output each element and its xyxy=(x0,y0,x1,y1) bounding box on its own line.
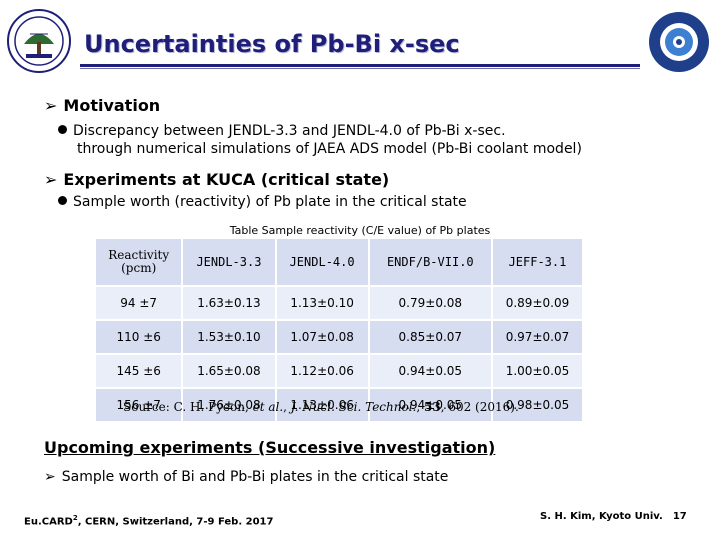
header-jendl33: JENDL-3.3 xyxy=(183,239,277,287)
bullet-dot-icon xyxy=(58,125,67,134)
footer-conf-rest: , CERN, Switzerland, 7-9 Feb. 2017 xyxy=(77,516,274,528)
table-caption: Table Sample reactivity (C/E value) of P… xyxy=(229,224,491,237)
source-prefix: Source: C. H. Pyeon, xyxy=(123,400,253,414)
footer-conf-name: Eu.CARD xyxy=(24,516,73,528)
upcoming-heading: Upcoming experiments (Successive investi… xyxy=(44,438,496,457)
table-cell: 1.13±0.10 xyxy=(276,287,370,321)
table-cell: 94 ±7 xyxy=(96,287,184,321)
experiments-bullet-text: Sample worth (reactivity) of Pb plate in… xyxy=(73,194,467,210)
table-row: 94 ±7 1.63±0.13 1.13±0.10 0.79±0.08 0.89… xyxy=(96,287,584,321)
motivation-bullet-line1: Discrepancy between JENDL-3.3 and JENDL-… xyxy=(73,123,506,139)
title-rule-thin xyxy=(80,68,640,69)
header-jendl40: JENDL-4.0 xyxy=(276,239,370,287)
slide-title: Uncertainties of Pb-Bi x-sec xyxy=(84,30,460,58)
table-cell: 156 ±7 xyxy=(96,389,184,423)
source-citation: Source: C. H. Pyeon, et al., J. Nucl. Sc… xyxy=(123,400,519,414)
motivation-heading: ➢ Motivation xyxy=(44,96,160,115)
upcoming-item-text: Sample worth of Bi and Pb-Bi plates in t… xyxy=(61,469,449,485)
table-cell: 1.07±0.08 xyxy=(276,321,370,355)
table-cell: 0.94±0.05 xyxy=(369,355,493,389)
source-sep: , xyxy=(283,400,291,414)
arrow-bullet-icon: ➢ xyxy=(44,170,58,189)
motivation-bullet-line2: through numerical simulations of JAEA AD… xyxy=(77,141,582,157)
upcoming-item: ➢ Sample worth of Bi and Pb-Bi plates in … xyxy=(44,469,448,485)
arrow-bullet-icon: ➢ xyxy=(44,469,56,485)
source-suffix: , 602 (2016). xyxy=(440,400,519,414)
table-row: 145 ±6 1.65±0.08 1.12±0.06 0.94±0.05 1.0… xyxy=(96,355,584,389)
footer-author-text: S. H. Kim, Kyoto Univ. xyxy=(540,511,663,522)
source-journal: J. Nucl. Sci. Technol. xyxy=(290,400,417,414)
table-cell: 0.97±0.07 xyxy=(492,321,584,355)
bullet-dot-icon xyxy=(58,196,67,205)
table-cell: 110 ±6 xyxy=(96,321,184,355)
table-row: 156 ±7 1.76±0.08 1.13±0.06 0.94±0.05 0.9… xyxy=(96,389,584,423)
experiments-bullet: Sample worth (reactivity) of Pb plate in… xyxy=(58,194,467,210)
header-reactivity-line1: Reactivity xyxy=(108,248,170,262)
experiments-heading-text: Experiments at KUCA (critical state) xyxy=(63,170,390,189)
sample-reactivity-table: Reactivity (pcm) JENDL-3.3 JENDL-4.0 END… xyxy=(96,239,584,423)
source-sep: , xyxy=(416,400,424,414)
table-cell: 1.00±0.05 xyxy=(492,355,584,389)
source-volume: 53 xyxy=(424,400,441,414)
experiments-heading: ➢ Experiments at KUCA (critical state) xyxy=(44,170,389,189)
table-cell: 0.85±0.07 xyxy=(369,321,493,355)
header-endfb: ENDF/B-VII.0 xyxy=(369,239,493,287)
footer-conference: Eu.CARD2, CERN, Switzerland, 7-9 Feb. 20… xyxy=(24,514,273,527)
table-cell: 1.65±0.08 xyxy=(183,355,277,389)
table-cell: 1.63±0.13 xyxy=(183,287,277,321)
table-cell: 0.89±0.09 xyxy=(492,287,584,321)
table-row: 110 ±6 1.53±0.10 1.07±0.08 0.85±0.07 0.9… xyxy=(96,321,584,355)
table-cell: 1.53±0.10 xyxy=(183,321,277,355)
footer-conf-sup: 2 xyxy=(72,514,78,522)
table-cell: 0.79±0.08 xyxy=(369,287,493,321)
page-number: 17 xyxy=(672,511,687,522)
table-cell: 1.12±0.06 xyxy=(276,355,370,389)
source-etal: et al. xyxy=(252,400,284,414)
university-crest-icon xyxy=(6,8,72,74)
header-jeff: JEFF-3.1 xyxy=(492,239,584,287)
arrow-bullet-icon: ➢ xyxy=(44,96,58,115)
research-reactor-institute-seal-icon xyxy=(647,10,711,74)
table-cell: 0.94±0.05 xyxy=(369,389,493,423)
table-header-row: Reactivity (pcm) JENDL-3.3 JENDL-4.0 END… xyxy=(96,239,584,287)
table-cell: 145 ±6 xyxy=(96,355,184,389)
header-reactivity-line2: (pcm) xyxy=(121,261,157,275)
header-reactivity: Reactivity (pcm) xyxy=(96,239,184,287)
table-cell: 0.98±0.05 xyxy=(492,389,584,423)
title-rule xyxy=(80,64,640,67)
table-cell: 1.13±0.06 xyxy=(276,389,370,423)
table-cell: 1.76±0.08 xyxy=(183,389,277,423)
footer-author: S. H. Kim, Kyoto Univ. 17 xyxy=(540,511,687,522)
motivation-heading-text: Motivation xyxy=(63,96,161,115)
motivation-bullet: Discrepancy between JENDL-3.3 and JENDL-… xyxy=(58,123,506,139)
